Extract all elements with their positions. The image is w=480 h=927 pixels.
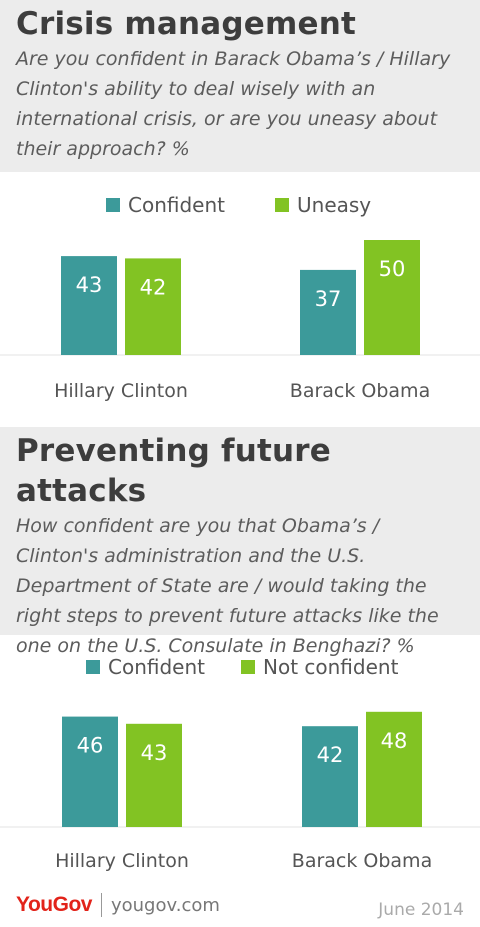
bar-confident (62, 716, 118, 827)
bar-value-label: 43 (76, 273, 103, 297)
legend-swatch-confident-2 (86, 660, 100, 674)
legend-label-confident: Confident (128, 193, 225, 217)
bar-value-label: 50 (379, 257, 406, 281)
bar-confident (61, 256, 117, 355)
bar-value-label: 48 (381, 729, 408, 753)
date-label: June 2014 (378, 900, 464, 920)
legend-swatch-not-confident (241, 660, 255, 674)
legend-item-confident: Confident (106, 193, 225, 217)
bar-not-confident (126, 723, 182, 827)
bar-uneasy (125, 258, 181, 355)
chart2-plot: 46 43 Hillary Clinton 42 48 Barack Obama (0, 711, 480, 872)
legend-item-not-confident: Not confident (241, 655, 398, 679)
chart2-title: Preventing future attacks (16, 433, 331, 509)
bar-value-label: 37 (315, 287, 342, 311)
bar-value-label: 46 (77, 734, 104, 758)
chart1-legend: Confident Uneasy (106, 193, 405, 217)
legend-label-confident-2: Confident (108, 655, 205, 679)
chart1-header: Crisis management Are you confident in B… (0, 0, 480, 172)
bar-value-label: 43 (141, 741, 168, 765)
footer: YouGov yougov.com (16, 893, 220, 917)
bar-not-confident (366, 711, 422, 827)
bar-confident (302, 726, 358, 827)
legend-item-confident-2: Confident (86, 655, 205, 679)
yougov-logo: YouGov (16, 893, 92, 916)
bar-uneasy (364, 240, 420, 355)
legend-label-not-confident: Not confident (263, 655, 399, 679)
bar-confident (300, 269, 356, 355)
legend-item-uneasy: Uneasy (275, 193, 371, 217)
category-label: Hillary Clinton (55, 850, 189, 872)
chart2-legend: Confident Not confident (86, 655, 432, 679)
site-url: yougov.com (110, 894, 220, 916)
legend-swatch-confident (106, 198, 120, 212)
category-label: Barack Obama (290, 380, 430, 402)
bar-value-label: 42 (317, 743, 344, 767)
chart2-header: Preventing future attacks How confident … (0, 427, 480, 657)
category-label: Barack Obama (292, 850, 432, 872)
chart1-question: Are you confident in Barack Obama’s / Hi… (16, 48, 451, 160)
chart1-plot: 43 42 Hillary Clinton 37 50 Barack Obama (0, 240, 480, 402)
chart1-title: Crisis management (16, 6, 357, 42)
category-label: Hillary Clinton (54, 380, 188, 402)
legend-swatch-uneasy (275, 198, 289, 212)
bar-value-label: 42 (140, 275, 167, 299)
chart2-question: How confident are you that Obama’s / Cli… (16, 515, 439, 657)
legend-label-uneasy: Uneasy (297, 193, 372, 217)
footer-divider (100, 893, 102, 917)
